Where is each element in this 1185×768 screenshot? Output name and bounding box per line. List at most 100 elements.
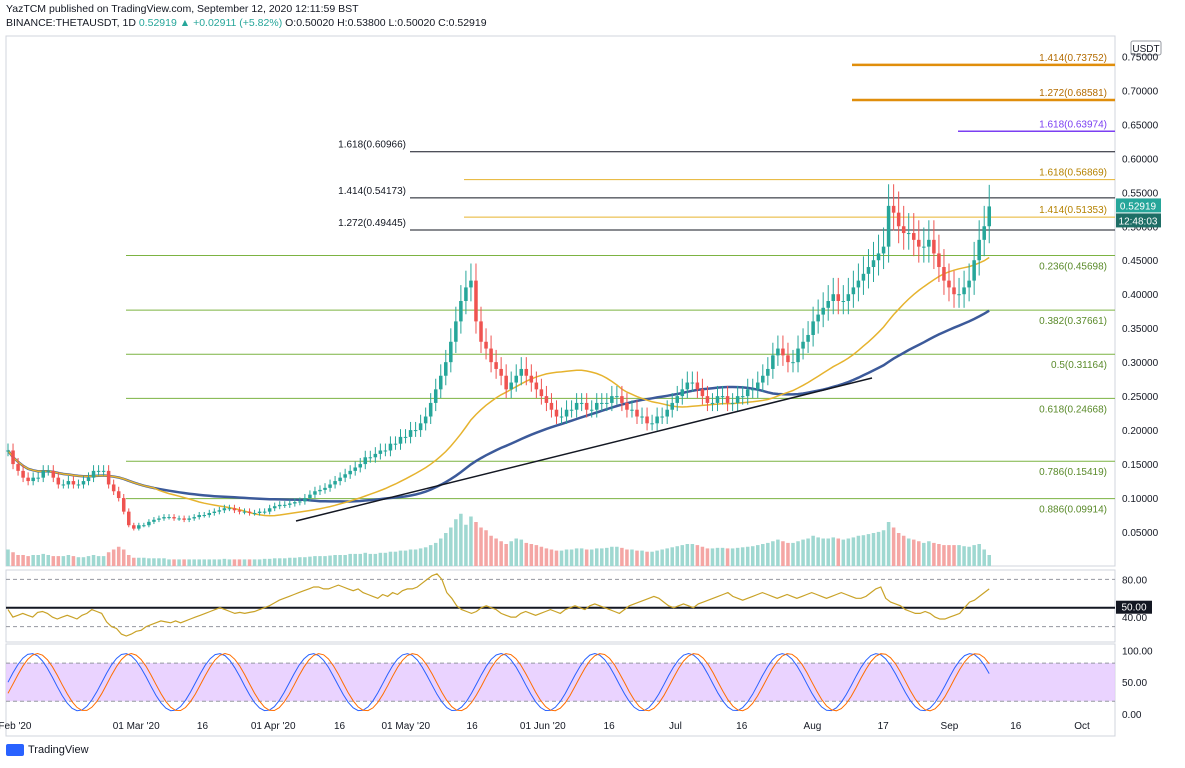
candle-body: [811, 321, 815, 335]
volume-bar: [428, 545, 433, 566]
volume-bar: [962, 546, 966, 566]
currency-badge: [1130, 40, 1162, 56]
volume-bar: [11, 552, 15, 566]
volume-bar: [26, 556, 30, 566]
candle-body: [413, 430, 418, 432]
candle-body: [438, 375, 443, 390]
candle-body: [564, 409, 569, 417]
candle-body: [836, 294, 841, 301]
candle-body: [16, 464, 20, 471]
volume-bar: [41, 553, 45, 566]
volume-bar: [906, 538, 911, 566]
volume-bar: [750, 546, 755, 566]
volume-bar: [645, 551, 649, 566]
volume-bar: [670, 547, 674, 566]
top-extension-label: 1.272(0.68581): [1039, 88, 1107, 99]
volume-bar: [584, 549, 589, 566]
candle-body: [227, 508, 232, 510]
volume-bar: [323, 556, 327, 566]
candle-body: [207, 513, 212, 516]
volume-bar: [846, 538, 851, 566]
candle-body: [56, 477, 61, 485]
candle-body: [896, 212, 901, 227]
time-tick-label: 16: [467, 721, 479, 732]
volume-bar: [620, 547, 624, 566]
tradingview-logo[interactable]: TradingView: [6, 744, 89, 756]
top-extension-label: 1.414(0.73752): [1039, 53, 1107, 64]
volume-bar: [262, 558, 267, 566]
candle-body: [192, 517, 196, 519]
publisher-text: YazTCM published on TradingView.com, Sep…: [6, 3, 359, 15]
volume-bar: [891, 527, 896, 566]
volume-bar: [529, 544, 534, 566]
candle-body: [730, 402, 735, 404]
candle-body: [690, 382, 695, 384]
volume-bar: [972, 545, 976, 566]
volume-bar: [791, 542, 795, 566]
candle-body: [328, 484, 332, 488]
candle-body: [298, 501, 302, 503]
candle-body: [76, 484, 81, 486]
volume-bar: [539, 546, 544, 566]
volume-bar: [378, 552, 383, 566]
candle-body: [544, 396, 549, 403]
candle-body: [408, 430, 413, 437]
candle-body: [594, 402, 599, 410]
volume-bar: [242, 559, 247, 566]
candle-body: [705, 396, 710, 403]
candle-body: [715, 396, 720, 403]
gold-extension-label: 1.414(0.51353): [1039, 205, 1107, 216]
price-tick-label: 0.45000: [1122, 256, 1159, 267]
candle-body: [333, 481, 337, 485]
volume-bar: [781, 541, 785, 566]
candle-body: [529, 375, 534, 383]
volume-bar: [640, 550, 644, 566]
volume-bar: [464, 524, 468, 566]
volume-bar: [167, 559, 171, 566]
ma-200-line: [6, 309, 990, 503]
volume-bar: [569, 549, 574, 566]
volume-bar: [932, 542, 936, 566]
volume-bar: [142, 557, 146, 566]
candle-body: [262, 511, 267, 513]
volume-bar: [922, 542, 926, 566]
volume-bar: [388, 551, 393, 566]
volume-bar: [957, 545, 961, 566]
ohlc-line: BINANCE:THETAUSDT, 1D 0.52919 ▲ +0.02911…: [6, 17, 487, 29]
price-tick-label: 0.65000: [1122, 120, 1159, 131]
volume-bar: [786, 542, 790, 566]
fib-label: 0.236(0.45698): [1039, 261, 1107, 272]
candle-body: [479, 321, 483, 342]
volume-bar: [756, 545, 760, 566]
symbol-label: BINANCE:THETAUSDT, 1D: [6, 17, 136, 29]
volume-bar: [740, 547, 745, 566]
candle-body: [51, 470, 56, 478]
volume-bar: [71, 556, 76, 566]
extension-label: 1.414(0.54173): [338, 186, 406, 197]
change-value: +0.02911 (+5.82%): [193, 17, 283, 29]
volume-bar: [222, 558, 227, 566]
volume-bar: [403, 550, 408, 566]
volume-bar: [917, 541, 921, 566]
candle-body: [881, 246, 886, 254]
volume-bar: [680, 545, 685, 566]
candle-body: [821, 307, 825, 315]
volume-bar: [438, 538, 443, 566]
volume-bar: [147, 558, 151, 566]
candle-body: [987, 206, 992, 227]
volume-bar: [600, 548, 604, 566]
volume-bar: [982, 549, 986, 566]
candle-body: [680, 389, 685, 397]
volume-bar: [967, 546, 971, 566]
volume-bar: [635, 550, 639, 566]
rsi-tick-label: 80.00: [1122, 575, 1147, 586]
candle-body: [640, 416, 644, 418]
stoch-tick-label: 0.00: [1122, 710, 1142, 721]
candle-body: [589, 409, 594, 411]
volume-bar: [257, 559, 262, 566]
last-price: 0.52919: [138, 17, 177, 29]
candle-body: [579, 402, 584, 404]
candle-body: [499, 368, 503, 376]
candle-body: [172, 517, 176, 519]
